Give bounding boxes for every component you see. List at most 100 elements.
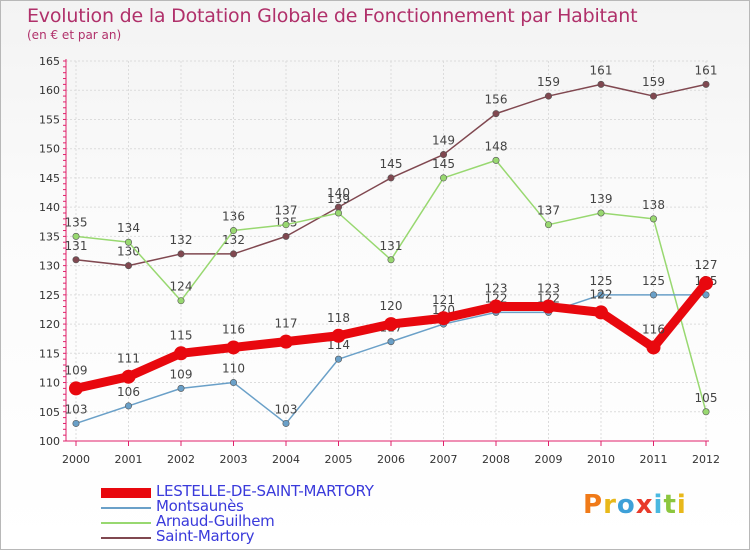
data-label: 139 [327, 192, 350, 206]
chart-subtitle: (en € et par an) [27, 28, 122, 42]
data-point [177, 384, 185, 392]
data-label: 103 [65, 402, 88, 416]
legend-label: LESTELLE-DE-SAINT-MARTORY [156, 482, 374, 500]
data-label: 140 [327, 186, 350, 200]
data-label: 110 [222, 362, 245, 376]
data-point [121, 369, 136, 384]
legend-item: LESTELLE-DE-SAINT-MARTORY [101, 482, 461, 500]
logo-letter: i [653, 490, 664, 520]
data-label: 161 [590, 63, 613, 77]
data-label: 134 [117, 221, 140, 235]
data-label: 116 [222, 322, 245, 336]
data-label: 124 [170, 280, 193, 294]
data-point [125, 402, 133, 410]
data-label: 137 [537, 204, 560, 218]
data-label: 148 [485, 139, 508, 153]
data-point [649, 215, 657, 223]
data-label: 138 [642, 198, 665, 212]
data-label: 131 [65, 239, 88, 253]
x-tick-label: 2004 [272, 453, 300, 466]
x-tick-label: 2003 [220, 453, 248, 466]
y-tick-label: 160 [39, 84, 60, 97]
data-label: 132 [222, 233, 245, 247]
y-tick-label: 110 [39, 377, 60, 390]
legend-label: Saint-Martory [156, 527, 255, 545]
data-label: 145 [432, 157, 455, 171]
x-tick-label: 2005 [325, 453, 353, 466]
x-tick-label: 2007 [430, 453, 458, 466]
logo-letter: i [676, 490, 687, 520]
x-tick-label: 2009 [535, 453, 563, 466]
chart-legend: LESTELLE-DE-SAINT-MARTORY Montsaunès Arnau… [101, 482, 461, 545]
data-label: 156 [485, 93, 508, 107]
data-point [646, 340, 661, 355]
data-point [72, 256, 80, 264]
logo-letter: t [663, 490, 677, 520]
data-label: 137 [275, 204, 298, 218]
y-tick-label: 130 [39, 260, 60, 273]
legend-item: Arnaud-Guilhem [101, 514, 461, 530]
data-label: 121 [432, 293, 455, 307]
chart-title: Evolution de la Dotation Globale de Fonc… [27, 5, 638, 27]
data-label: 122 [590, 287, 613, 301]
data-label: 109 [65, 363, 88, 377]
data-point [69, 381, 83, 396]
x-tick-label: 2001 [115, 453, 143, 466]
data-point [597, 291, 605, 299]
data-point [125, 238, 133, 246]
x-tick-label: 2008 [482, 453, 510, 466]
data-label: 149 [432, 134, 455, 148]
logo-letter: x [635, 490, 654, 520]
data-label: 103 [275, 402, 298, 416]
data-point [702, 80, 710, 88]
logo-letter: o [616, 490, 636, 520]
y-tick-label: 105 [39, 406, 60, 419]
data-label: 105 [695, 391, 718, 405]
y-tick-label: 155 [39, 113, 60, 126]
data-label: 109 [170, 367, 193, 381]
data-point [384, 317, 398, 332]
data-label: 132 [170, 233, 193, 247]
data-label: 131 [380, 239, 403, 253]
y-tick-label: 115 [39, 347, 60, 360]
data-label: 114 [327, 338, 350, 352]
data-point [230, 250, 238, 258]
x-tick-label: 2010 [587, 453, 615, 466]
logo-letter: P [583, 490, 604, 520]
data-label: 127 [695, 258, 718, 272]
data-point [489, 299, 503, 314]
data-point [492, 110, 500, 118]
data-point [230, 227, 238, 235]
data-label: 161 [695, 63, 718, 77]
x-tick-label: 2002 [167, 453, 195, 466]
data-label: 159 [537, 75, 560, 89]
data-point [387, 174, 395, 182]
data-point [72, 419, 80, 427]
legend-swatch [101, 487, 151, 498]
x-tick-label: 2011 [640, 453, 668, 466]
data-point [649, 92, 657, 100]
data-point [439, 151, 447, 159]
data-label: 122 [537, 291, 560, 305]
data-point [597, 80, 605, 88]
legend-item: Montsaunès [101, 499, 461, 515]
data-label: 118 [327, 311, 350, 325]
data-point [597, 209, 605, 217]
data-point [230, 379, 238, 387]
legend-swatch [101, 521, 151, 524]
data-point [334, 355, 342, 363]
data-point [282, 419, 290, 427]
data-label: 159 [642, 75, 665, 89]
y-tick-label: 125 [39, 289, 60, 302]
data-point [174, 346, 188, 361]
data-point [541, 299, 556, 314]
data-point [699, 276, 713, 291]
data-point [282, 221, 290, 229]
legend-swatch [101, 506, 151, 509]
data-point [702, 291, 710, 299]
data-point [125, 262, 133, 270]
data-point [282, 232, 290, 240]
y-tick-label: 150 [39, 143, 60, 156]
data-label: 145 [380, 157, 403, 171]
